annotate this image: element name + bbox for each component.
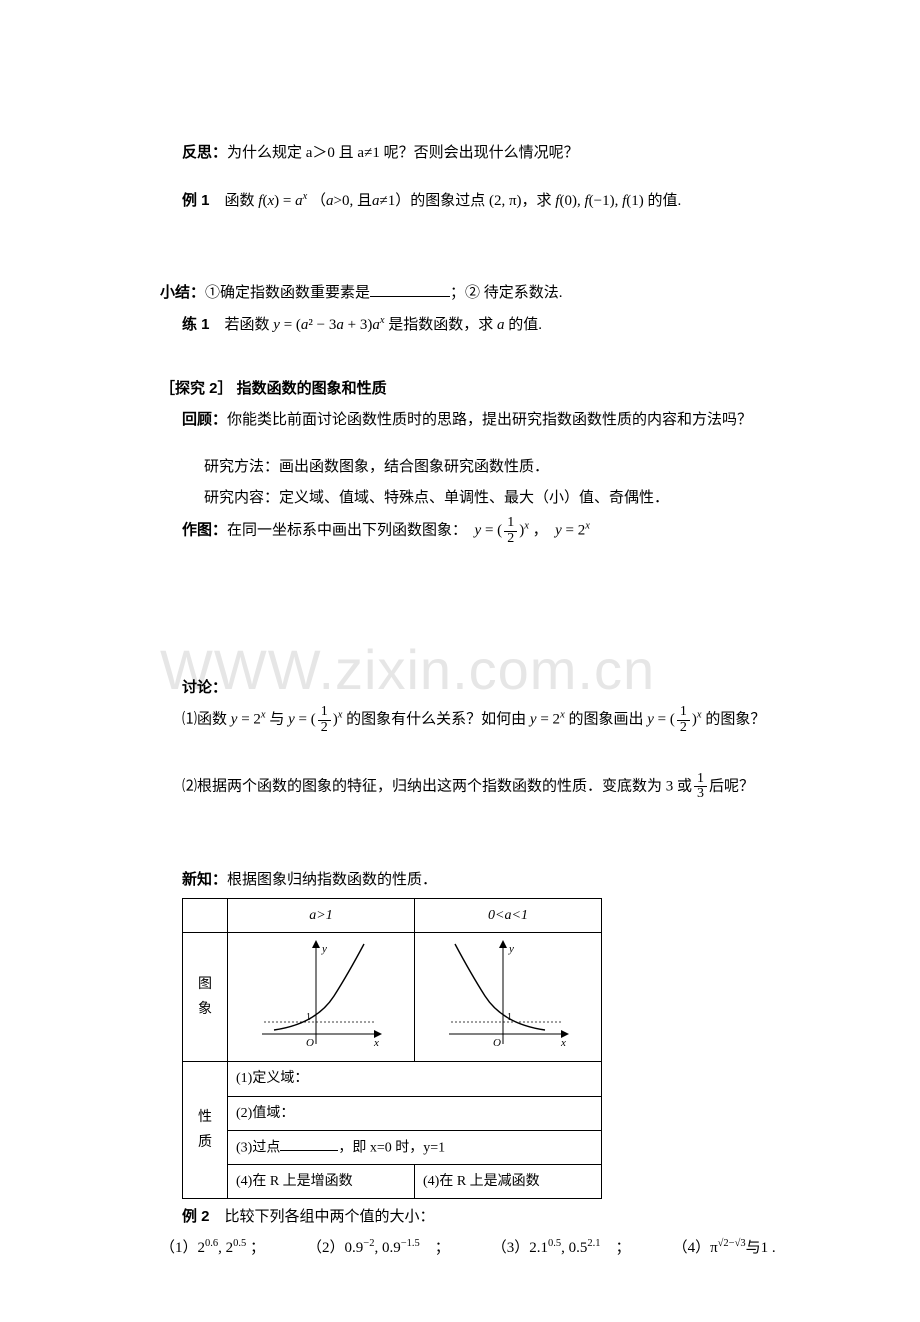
table-prop-increasing: (4)在 R 上是增函数 (228, 1165, 415, 1199)
inquiry2-plot-label: 作图： (182, 522, 227, 539)
table-prop-range: (2)值域： (228, 1096, 602, 1130)
example2-intro: 比较下列各组中两个值的大小： (210, 1209, 435, 1225)
example2-line: 例 2 比较下列各组中两个值的大小： (160, 1203, 800, 1231)
newk-text: 根据图象归纳指数函数的性质． (227, 872, 437, 888)
practice1-line: 练 1 若函数 y = (a² − 3a + 3)ax 是指数函数，求 a 的值… (160, 311, 800, 339)
summary1-part1: ①确定指数函数重要素是 (205, 285, 370, 301)
example1-label: 例 1 (182, 192, 210, 209)
inquiry2-plot-intro: 在同一坐标系中画出下列函数图象： (227, 523, 460, 539)
table-graph-decreasing: y x O 1 (415, 933, 602, 1062)
table-empty-corner (183, 899, 228, 933)
summary1-label: 小结： (160, 284, 205, 301)
example2-item-4: （4）π√2−√3与1 . (673, 1235, 776, 1262)
newk-line: 新知：根据图象归纳指数函数的性质． (160, 866, 800, 894)
inquiry2-review: 回顾：你能类比前面讨论函数性质时的思路，提出研究指数函数性质的内容和方法吗？ (160, 406, 800, 434)
properties-table: a>1 0<a<1 图象 y x O 1 (182, 898, 602, 1199)
practice1-label: 练 1 (182, 316, 210, 333)
example2-item-2: （2）0.9−2, 0.9−1.5 ； (307, 1235, 450, 1262)
svg-text:1: 1 (306, 1012, 311, 1023)
newk-label: 新知： (182, 871, 227, 888)
discuss-q2: ⑵根据两个函数的图象的特征，归纳出这两个指数函数的性质．变底数为 3 或13后呢… (160, 772, 800, 802)
example2-label: 例 2 (182, 1208, 210, 1225)
table-hdr-a-lt-1: 0<a<1 (415, 899, 602, 933)
inquiry2-plot: 作图：在同一坐标系中画出下列函数图象： y = (12)x ， y = 2x (160, 516, 800, 546)
svg-text:O: O (306, 1037, 314, 1048)
exp-decreasing-graph: y x O 1 (443, 938, 573, 1048)
reflection-line: 反思：为什么规定 a＞0 且 a≠1 呢？否则会出现什么情况呢？ (160, 139, 800, 167)
summary1-blank (370, 280, 450, 298)
example2-item-3: （3）2.10.5, 0.52.1 ； (492, 1235, 631, 1262)
svg-text:O: O (493, 1037, 501, 1048)
svg-text:y: y (508, 943, 514, 955)
practice1-text: 若函数 y = (a² − 3a + 3)ax 是指数函数，求 a 的值. (210, 317, 543, 333)
svg-text:x: x (560, 1037, 566, 1048)
discuss-label: 讨论： (160, 674, 800, 701)
inquiry2-heading: ［探究 2］ 指数函数的图象和性质 (160, 375, 800, 402)
table-hdr-a-gt-1: a>1 (228, 899, 415, 933)
svg-text:y: y (321, 943, 327, 955)
inquiry2-review-label: 回顾： (182, 411, 227, 428)
table-prop-point: (3)过点，即 x=0 时，y=1 (228, 1130, 602, 1165)
table-prop-decreasing: (4)在 R 上是减函数 (415, 1165, 602, 1199)
inquiry2-frac-den: 2 (504, 532, 517, 547)
table-graph-increasing: y x O 1 (228, 933, 415, 1062)
reflection-label: 反思： (182, 144, 227, 161)
summary1-part2: ；② 待定系数法. (450, 285, 563, 301)
discuss-q1: ⑴函数 y = 2x 与 y = (12)x 的图象有什么关系？如何由 y = … (160, 705, 800, 735)
inquiry2-review-text: 你能类比前面讨论函数性质时的思路，提出研究指数函数性质的内容和方法吗？ (227, 412, 752, 428)
example2-items: （1）20.6, 20.5 ； （2）0.9−2, 0.9−1.5 ； （3）2… (160, 1235, 800, 1262)
table-row-graph-label: 图象 (183, 933, 228, 1062)
example1-text: 函数 f(x) = ax （a>0, 且a≠1）的图象过点 (2, π)，求 f… (210, 193, 682, 209)
svg-text:1: 1 (507, 1012, 512, 1023)
example2-item-1: （1）20.6, 20.5 ； (160, 1235, 265, 1262)
example1-line: 例 1 函数 f(x) = ax （a>0, 且a≠1）的图象过点 (2, π)… (160, 187, 800, 215)
inquiry2-frac-num: 1 (504, 516, 517, 532)
table-row-prop-label: 性质 (183, 1062, 228, 1199)
exp-increasing-graph: y x O 1 (256, 938, 386, 1048)
table-prop-domain: (1)定义域： (228, 1062, 602, 1096)
inquiry2-content: 研究内容：定义域、值域、特殊点、单调性、最大（小）值、奇偶性． (160, 485, 800, 512)
inquiry2-method: 研究方法：画出函数图象，结合图象研究函数性质． (160, 454, 800, 481)
reflection-text: 为什么规定 a＞0 且 a≠1 呢？否则会出现什么情况呢？ (227, 145, 579, 161)
summary1-line: 小结：①确定指数函数重要素是 ；② 待定系数法. (160, 279, 800, 307)
svg-text:x: x (373, 1037, 379, 1048)
